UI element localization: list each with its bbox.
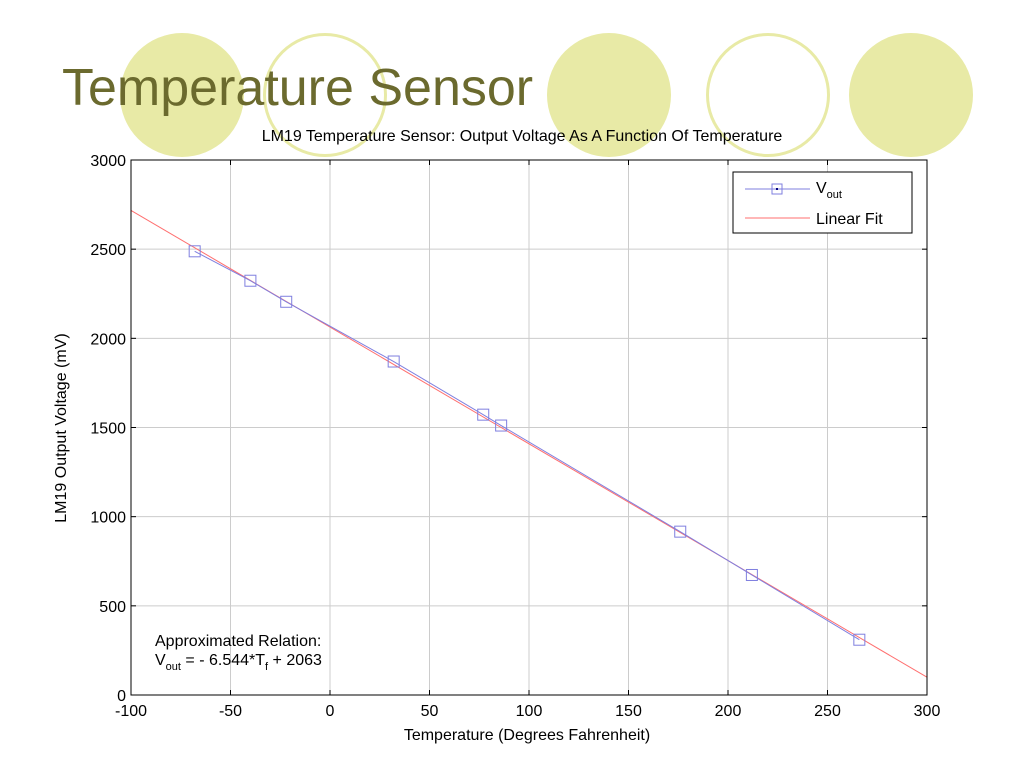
annotation-equation: Vout = - 6.544*Tf + 2063 — [155, 652, 322, 673]
legend-box — [732, 171, 913, 234]
vout-point — [387, 355, 400, 368]
annotation-end: + 2063 — [268, 652, 322, 669]
vout-series-line — [194, 250, 860, 641]
decorative-circle — [547, 33, 671, 157]
annotation-line1: Approximated Relation: — [155, 633, 321, 650]
vout-point — [495, 419, 508, 432]
x-tick-label: -50 — [219, 703, 242, 720]
annotation-v-sub: out — [166, 661, 181, 673]
axis-ticks — [130, 159, 928, 696]
x-tick-label: 300 — [914, 703, 941, 720]
vout-point — [244, 274, 257, 287]
y-tick-label: 2500 — [90, 242, 126, 259]
slide-title: Temperature Sensor — [62, 59, 534, 117]
legend-fit-label: Linear Fit — [816, 211, 883, 228]
grid-lines — [131, 160, 927, 695]
legend-vout-marker — [771, 183, 783, 195]
x-tick-label: 150 — [615, 703, 642, 720]
legend-vout-dot — [776, 188, 778, 190]
decorative-ring — [263, 33, 387, 157]
x-tick-label: 0 — [326, 703, 335, 720]
decorative-circle — [849, 33, 973, 157]
vout-point — [745, 568, 758, 581]
vout-point — [477, 408, 490, 421]
annotation-v-main: V — [155, 652, 166, 669]
chart-title: LM19 Temperature Sensor: Output Voltage … — [262, 128, 783, 145]
y-tick-label: 3000 — [90, 153, 126, 170]
vout-point — [280, 295, 293, 308]
annotation-t-sub: f — [265, 661, 269, 673]
series-layer — [188, 245, 866, 646]
y-axis-label: LM19 Output Voltage (mV) — [53, 333, 70, 522]
legend-vout-sub: out — [827, 189, 842, 201]
x-tick-label: 100 — [516, 703, 543, 720]
y-tick-label: 500 — [99, 599, 126, 616]
decorative-circle — [120, 33, 244, 157]
y-tick-label: 2000 — [90, 331, 126, 348]
legend: Vout Linear Fit — [732, 171, 913, 234]
legend-vout-label: Vout — [816, 180, 842, 201]
annotation: Approximated Relation: Vout = - 6.544*Tf… — [155, 633, 322, 673]
y-tick-label: 1500 — [90, 421, 126, 438]
annotation-middle: = - 6.544*T — [181, 652, 265, 669]
x-tick-label: -100 — [115, 703, 147, 720]
decorative-ring — [706, 33, 830, 157]
vout-point — [188, 245, 201, 258]
y-tick-label: 0 — [117, 688, 126, 705]
vout-point — [853, 633, 866, 646]
x-axis-label: Temperature (Degrees Fahrenheit) — [404, 727, 650, 744]
vout-point — [674, 525, 687, 538]
legend-vout-main: V — [816, 180, 827, 197]
x-tick-label: 200 — [715, 703, 742, 720]
y-tick-label: 1000 — [90, 510, 126, 527]
x-tick-label: 250 — [814, 703, 841, 720]
x-tick-label: 50 — [421, 703, 439, 720]
